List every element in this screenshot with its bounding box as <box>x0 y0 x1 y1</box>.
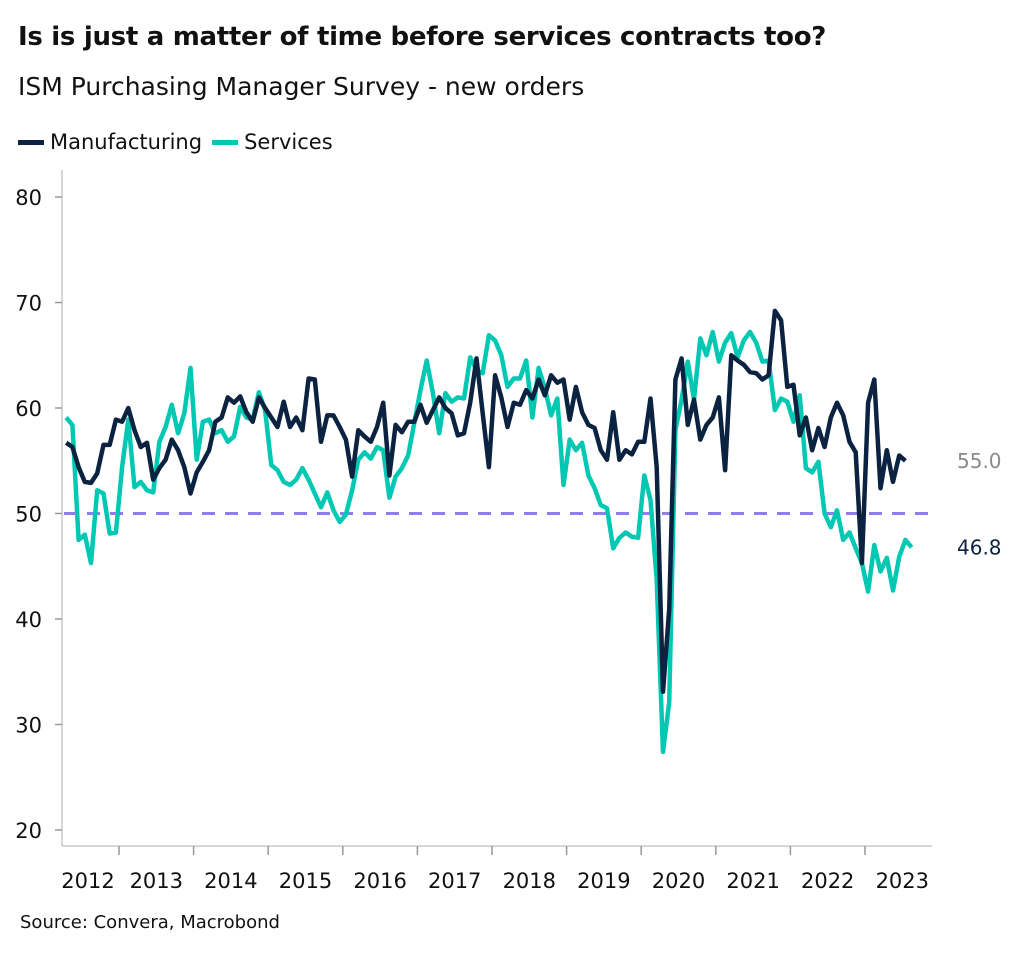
legend-swatch-services <box>212 139 239 145</box>
x-tick-label: 2023 <box>876 869 929 893</box>
y-tick-label: 30 <box>15 714 42 738</box>
end-label-services: 46.8 <box>957 535 1002 559</box>
x-tick-label: 2019 <box>577 869 630 893</box>
source-note: Source: Convera, Macrobond <box>20 912 280 933</box>
y-tick-label: 70 <box>15 292 42 316</box>
y-tick-label: 60 <box>15 397 42 421</box>
x-tick-label: 2021 <box>726 869 779 893</box>
chart-subtitle: ISM Purchasing Manager Survey - new orde… <box>18 72 585 101</box>
series-line-manufacturing <box>64 308 907 695</box>
end-label-manufacturing: 55.0 <box>957 449 1002 473</box>
x-tick-label: 2014 <box>204 869 257 893</box>
legend-swatch-manufacturing <box>18 139 44 145</box>
legend-item-manufacturing: Manufacturing <box>18 130 202 154</box>
legend-label-manufacturing: Manufacturing <box>50 130 203 154</box>
legend: Manufacturing Services <box>18 130 337 154</box>
legend-label-services: Services <box>244 130 333 154</box>
x-tick-label: 2015 <box>279 869 332 893</box>
x-tick-label: 2022 <box>801 869 854 893</box>
x-tick-label: 2018 <box>503 869 556 893</box>
y-tick-label: 80 <box>15 186 42 210</box>
chart-title: Is is just a matter of time before servi… <box>18 22 827 52</box>
x-tick-label: 2016 <box>353 869 406 893</box>
x-tick-label: 2020 <box>652 869 705 893</box>
legend-item-services: Services <box>212 130 333 154</box>
x-tick-label: 2012 <box>61 869 114 893</box>
x-tick-label: 2013 <box>130 869 183 893</box>
series-line-services <box>64 329 914 755</box>
x-tick-label: 2017 <box>428 869 481 893</box>
y-tick-label: 50 <box>15 503 42 527</box>
y-tick-label: 40 <box>15 608 42 632</box>
y-tick-label: 20 <box>15 819 42 843</box>
